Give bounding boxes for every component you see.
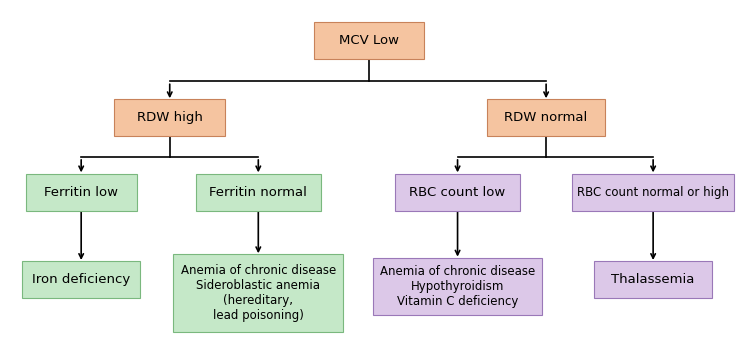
FancyBboxPatch shape (22, 261, 140, 298)
Text: RDW high: RDW high (137, 112, 203, 124)
FancyBboxPatch shape (594, 261, 712, 298)
FancyBboxPatch shape (395, 174, 520, 211)
Text: Ferritin normal: Ferritin normal (210, 186, 307, 198)
FancyBboxPatch shape (314, 22, 424, 59)
Text: Iron deficiency: Iron deficiency (32, 273, 131, 286)
Text: RDW normal: RDW normal (505, 112, 587, 124)
Text: Thalassemia: Thalassemia (612, 273, 694, 286)
FancyBboxPatch shape (173, 254, 343, 332)
FancyBboxPatch shape (114, 99, 225, 136)
Text: Ferritin low: Ferritin low (44, 186, 118, 198)
FancyBboxPatch shape (26, 174, 137, 211)
Text: Anemia of chronic disease
Hypothyroidism
Vitamin C deficiency: Anemia of chronic disease Hypothyroidism… (380, 265, 535, 308)
FancyBboxPatch shape (487, 99, 605, 136)
Text: Anemia of chronic disease
Sideroblastic anemia
(hereditary,
lead poisoning): Anemia of chronic disease Sideroblastic … (181, 264, 336, 322)
Text: RBC count normal or high: RBC count normal or high (577, 186, 729, 198)
FancyBboxPatch shape (572, 174, 734, 211)
Text: MCV Low: MCV Low (339, 34, 399, 47)
Text: RBC count low: RBC count low (410, 186, 506, 198)
FancyBboxPatch shape (196, 174, 321, 211)
FancyBboxPatch shape (373, 258, 542, 315)
